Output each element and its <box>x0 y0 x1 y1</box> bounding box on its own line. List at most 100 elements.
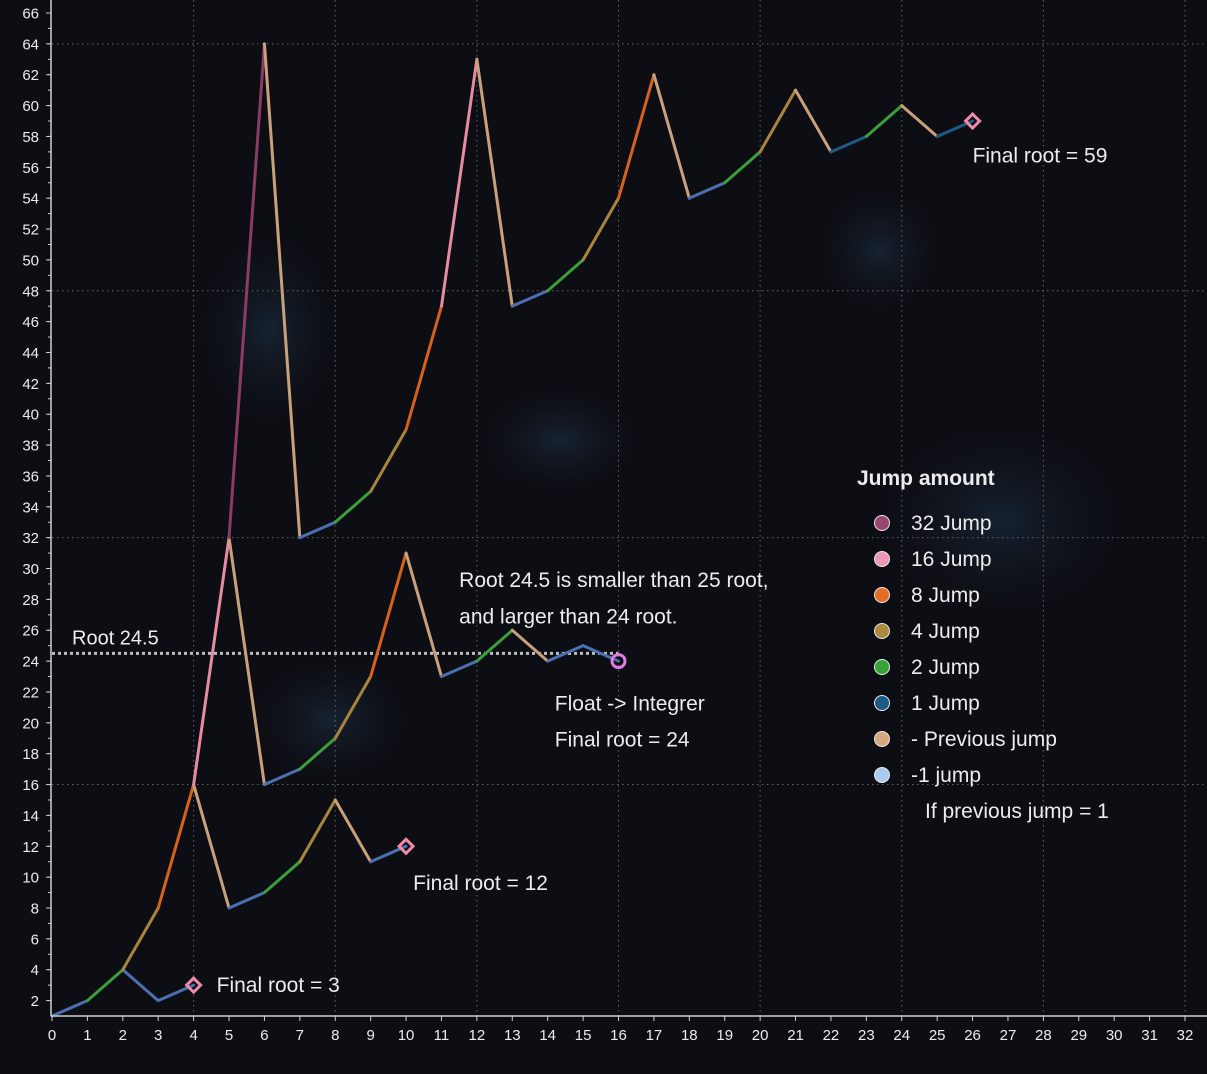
annotation-text: Root 24.5 is smaller than 25 root, <box>459 569 768 592</box>
series-4-segment-jump32 <box>227 42 266 540</box>
series-3-segment-minus1 <box>546 644 585 663</box>
y-tick-label: 12 <box>22 839 39 856</box>
series-4-segment-prev <box>262 42 302 540</box>
y-tick-label: 30 <box>22 561 39 578</box>
x-tick-label: 3 <box>154 1027 162 1044</box>
series-2-segment-jump4 <box>298 798 337 864</box>
final-root-diamond-marker <box>396 837 416 856</box>
series-3-segment-prev <box>227 536 266 787</box>
x-tick-label: 13 <box>504 1027 521 1044</box>
series-2-segment-prev <box>192 783 231 910</box>
series-4-segment-minus1 <box>298 520 337 540</box>
series-2-segment-jump8 <box>156 783 196 910</box>
final-root-diamond-marker <box>963 111 982 131</box>
series-3-segment-jump2 <box>298 736 337 771</box>
x-tick-label: 10 <box>398 1027 415 1044</box>
legend-swatch-jump16 <box>874 551 890 567</box>
series-3-segment-prev <box>510 628 550 663</box>
series-4-segment-prev <box>652 73 691 200</box>
y-tick-label: 60 <box>22 98 39 115</box>
x-tick-label: 31 <box>1141 1027 1158 1044</box>
series-4-segment-prev <box>794 88 833 154</box>
x-tick-label: 20 <box>752 1027 769 1044</box>
legend-swatch-jump1 <box>874 695 890 711</box>
series-lines <box>50 42 975 1018</box>
x-tick-label: 6 <box>260 1027 268 1044</box>
x-tick-label: 1 <box>83 1027 91 1044</box>
series-4-segment-jump2 <box>723 150 762 185</box>
legend-swatch-jump4 <box>874 623 890 639</box>
x-tick-label: 5 <box>225 1027 233 1044</box>
legend-swatch-jump8 <box>874 587 890 603</box>
x-tick-label: 24 <box>893 1027 910 1044</box>
legend-entry-label: 2 Jump <box>911 656 980 679</box>
annotation-text: Final root = 59 <box>973 145 1108 168</box>
series-4-segment-jump2 <box>546 258 585 293</box>
annotations: Final root = 3 Final root = 12 Root 24.5 i… <box>217 145 1108 997</box>
series-4-segment-minus1 <box>687 181 727 200</box>
y-tick-label: 42 <box>22 376 39 393</box>
x-tick-label: 14 <box>539 1027 556 1044</box>
series-4-segment-prev <box>900 104 939 138</box>
series-1-segment-jump2 <box>85 968 125 1003</box>
y-tick-label: 46 <box>22 314 39 331</box>
y-tick-label: 26 <box>22 623 39 640</box>
y-tick-label: 24 <box>22 654 39 671</box>
y-tick-label: 22 <box>22 684 39 701</box>
series-3-segment-jump16 <box>192 536 231 787</box>
y-tick-label: 64 <box>22 36 39 53</box>
y-tick-label: 16 <box>22 777 39 794</box>
series-2-segment-jump2 <box>262 860 302 895</box>
legend-swatch-jump32 <box>874 515 890 531</box>
y-tick-label: 66 <box>22 6 39 23</box>
legend-entry-label: 4 Jump <box>911 620 980 643</box>
series-4-segment-jump4 <box>369 428 408 493</box>
series-2-segment-minus1 <box>227 891 266 910</box>
x-tick-label: 4 <box>189 1027 197 1044</box>
x-tick-label: 26 <box>964 1027 981 1044</box>
y-tick-label: 14 <box>22 808 39 825</box>
x-tick-label: 16 <box>610 1027 627 1044</box>
final-root-circle-marker <box>610 653 627 670</box>
annotation-text: and larger than 24 root. <box>459 605 677 628</box>
x-tick-label: 7 <box>296 1027 304 1044</box>
x-tick-label: 30 <box>1106 1027 1123 1044</box>
x-tick-label: 17 <box>646 1027 663 1044</box>
series-4-segment-jump8 <box>404 304 443 432</box>
legend-entry-label: 32 Jump <box>911 512 992 535</box>
legend-swatch-minus1 <box>874 767 890 783</box>
y-tick-label: 40 <box>22 407 39 424</box>
annotation-text: Final root = 12 <box>413 872 548 895</box>
y-tick-label: 2 <box>31 993 39 1010</box>
legend-swatch-jump2 <box>874 659 890 675</box>
y-tick-label: 54 <box>22 191 39 208</box>
series-4-segment-jump4 <box>758 88 798 154</box>
annotation-text: Float -> Integrer <box>555 692 705 715</box>
series-4-segment-prev <box>475 57 514 308</box>
y-tick-label: 56 <box>22 160 39 177</box>
x-tick-label: 32 <box>1177 1027 1194 1044</box>
series-3-segment-jump8 <box>369 551 408 679</box>
x-tick-label: 11 <box>434 1027 450 1044</box>
series-3-segment-jump2 <box>475 628 514 663</box>
series-4-segment-jump4 <box>581 196 620 262</box>
y-tick-label: 34 <box>22 499 39 516</box>
series-3-segment-minus1 <box>439 659 479 679</box>
y-tick-label: 6 <box>31 931 39 948</box>
final-markers <box>184 111 982 995</box>
legend-swatch-prev <box>874 731 890 747</box>
x-tick-label: 27 <box>1000 1027 1017 1044</box>
legend-entry-label: 8 Jump <box>911 584 980 607</box>
x-tick-label: 19 <box>716 1027 733 1044</box>
annotation-text: Final root = 3 <box>217 974 340 997</box>
series-4-segment-jump16 <box>439 57 479 308</box>
legend-entry-label: - Previous jump <box>911 728 1057 751</box>
y-tick-label: 50 <box>22 252 39 269</box>
y-tick-label: 38 <box>22 438 39 455</box>
y-tick-label: 32 <box>22 530 39 547</box>
y-tick-label: 44 <box>22 345 39 362</box>
series-4-segment-minus1 <box>510 289 550 308</box>
legend-entry-label: -1 jump <box>911 764 981 787</box>
series-1-segment-minus1 <box>121 968 160 1003</box>
